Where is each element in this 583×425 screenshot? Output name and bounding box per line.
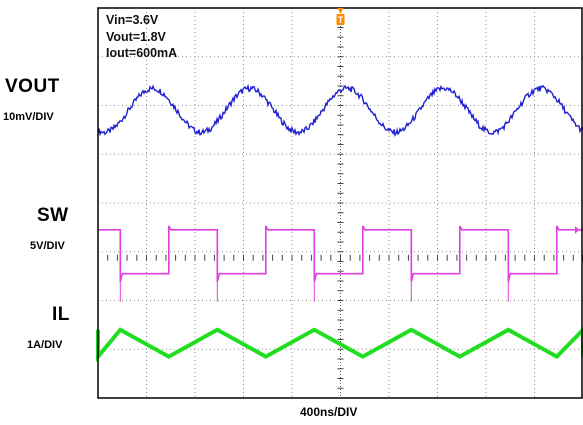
trigger-arrow (337, 8, 344, 14)
test-conditions: Vin=3.6V Vout=1.8V Iout=600mA (106, 12, 177, 62)
channel-name-sw: SW (37, 205, 69, 226)
bottom-mask (0, 399, 583, 425)
channel-name-vout: VOUT (5, 76, 60, 97)
vin-label: Vin=3.6V (106, 13, 159, 27)
traces (96, 83, 583, 363)
trace-sw (98, 225, 583, 282)
trace-vout (97, 83, 583, 138)
channel-name-il: IL (52, 304, 70, 325)
trigger-letter: T (338, 15, 344, 25)
trigger-marker: T (336, 8, 579, 234)
x-axis-label: 400ns/DIV (300, 405, 358, 419)
trace-il (96, 326, 583, 363)
vout-label: Vout=1.8V (106, 29, 166, 44)
plot-frame (0, 7, 583, 425)
trigger-icon (336, 14, 345, 25)
graticule (97, 7, 583, 399)
channel-scale-sw: 5V/DIV (30, 240, 65, 252)
iout-label: Iout=600mA (106, 46, 178, 60)
channel-scale-vout: 10mV/DIV (3, 111, 54, 123)
channel-scale-il: 1A/DIV (27, 339, 63, 351)
sw-level-marker (575, 225, 579, 234)
